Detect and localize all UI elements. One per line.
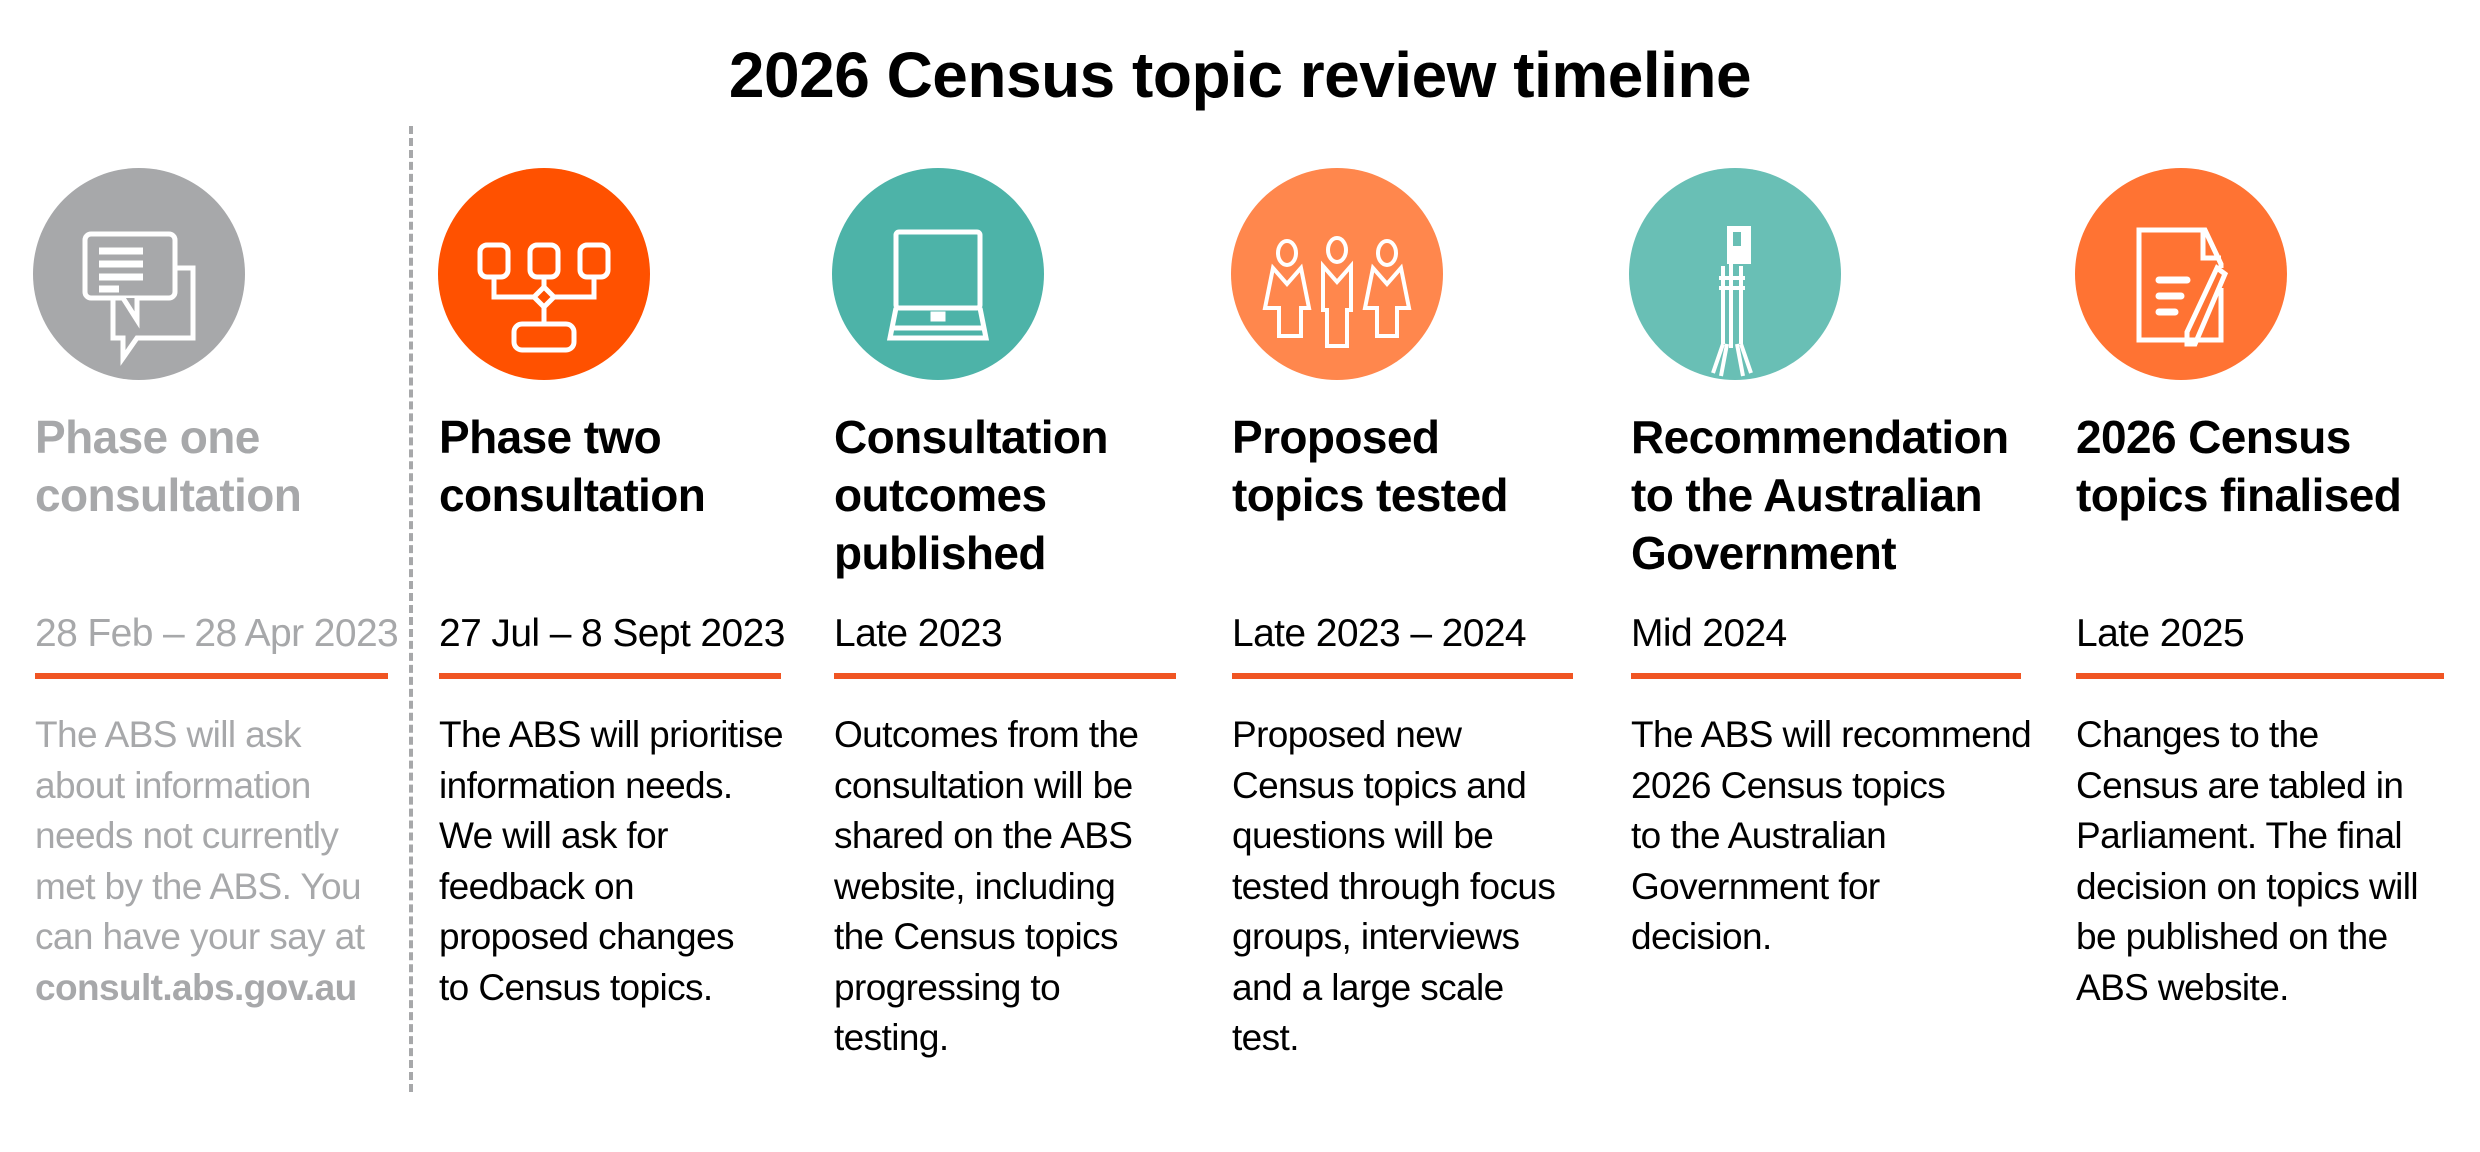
orange-rule: [1631, 673, 2021, 679]
phase-description: Changes to the Census are tabled in Parl…: [2076, 710, 2419, 1013]
flowchart-icon: [438, 168, 650, 380]
body-line: decision.: [1631, 916, 1772, 957]
phase-description: Outcomes from the consultation will be s…: [834, 710, 1139, 1064]
phase-description: The ABS will prioritise information need…: [439, 710, 784, 1013]
body-line: questions will be: [1232, 815, 1494, 856]
phase-heading: Phase two consultation: [439, 408, 706, 524]
phase-heading: Consultation outcomes published: [834, 408, 1108, 582]
body-line: needs not currently: [35, 815, 339, 856]
body-line: The ABS will ask: [35, 714, 302, 755]
body-line: Census are tabled in: [2076, 764, 2404, 806]
body-line: shared on the ABS: [834, 815, 1133, 856]
orange-rule: [439, 673, 781, 679]
body-line: met by the ABS. You: [35, 865, 362, 907]
body-line: tested through focus: [1232, 865, 1556, 907]
phase-heading: Phase one consultation: [35, 408, 302, 524]
body-line: to Census topics.: [439, 966, 713, 1008]
heading-line: 2026 Census: [2076, 411, 2351, 463]
body-line: test.: [1232, 1017, 1300, 1058]
orange-rule: [834, 673, 1176, 679]
phase-heading: Proposed topics tested: [1232, 408, 1509, 524]
body-line: can have your say at: [35, 916, 365, 957]
body-line: We will ask for: [439, 815, 668, 856]
heading-line: published: [834, 527, 1046, 579]
document-pencil-icon: [2075, 168, 2287, 380]
body-line: 2026 Census topics: [1631, 764, 1946, 806]
orange-rule: [1232, 673, 1573, 679]
phase-date: 28 Feb – 28 Apr 2023: [35, 612, 399, 655]
heading-line: to the Australian: [1631, 469, 1983, 521]
heading-line: consultation: [35, 469, 302, 521]
heading-line: outcomes: [834, 469, 1047, 521]
body-line: the Census topics: [834, 916, 1119, 957]
phase-date: Late 2023: [834, 612, 1003, 655]
body-line: progressing to: [834, 966, 1061, 1008]
orange-rule: [2076, 673, 2444, 679]
heading-line: Recommendation: [1631, 411, 2009, 463]
body-line: ABS website.: [2076, 966, 2289, 1008]
phase-date: Late 2025: [2076, 612, 2245, 655]
body-line: testing.: [834, 1017, 949, 1058]
body-line: Proposed new: [1232, 714, 1462, 755]
phase-description: Proposed new Census topics and questions…: [1232, 710, 1556, 1064]
phase-date: Mid 2024: [1631, 612, 1787, 655]
phase-divider: [409, 126, 413, 1092]
body-line: proposed changes: [439, 916, 734, 957]
orange-rule: [35, 673, 388, 679]
body-line: Parliament. The final: [2076, 815, 2403, 856]
phase-heading: 2026 Census topics finalised: [2076, 408, 2402, 524]
heading-line: topics finalised: [2076, 469, 2402, 521]
chat-bubbles-icon: [33, 168, 245, 380]
heading-line: Consultation: [834, 411, 1108, 463]
laptop-icon: [832, 168, 1044, 380]
phase-date: Late 2023 – 2024: [1232, 612, 1527, 655]
phase-heading: Recommendation to the Australian Governm…: [1631, 408, 2009, 582]
body-line: Government for: [1631, 865, 1880, 907]
phase-description: The ABS will ask about information needs…: [35, 710, 365, 1013]
body-line: website, including: [834, 865, 1116, 907]
people-group-icon: [1231, 168, 1443, 380]
heading-line: Phase two: [439, 411, 662, 463]
page-title: 2026 Census topic review timeline: [728, 39, 1752, 111]
phase-description: The ABS will recommend 2026 Census topic…: [1631, 710, 2032, 963]
body-line: decision on topics will: [2076, 865, 2419, 907]
heading-line: topics tested: [1232, 469, 1509, 521]
body-line: about information: [35, 764, 311, 806]
body-line: groups, interviews: [1232, 916, 1520, 957]
body-line: and a large scale: [1232, 966, 1504, 1008]
body-line: feedback on: [439, 865, 635, 907]
phase-date: 27 Jul – 8 Sept 2023: [439, 612, 785, 655]
body-line: Census topics and: [1232, 764, 1527, 806]
body-line: Outcomes from the: [834, 714, 1139, 755]
body-line: to the Australian: [1631, 815, 1887, 856]
body-line: The ABS will recommend: [1631, 714, 2032, 755]
body-line: The ABS will prioritise: [439, 714, 784, 755]
body-line: consultation will be: [834, 764, 1133, 806]
body-line: Changes to the: [2076, 714, 2319, 755]
body-line: information needs.: [439, 764, 733, 806]
consult-link[interactable]: consult.abs.gov.au: [35, 966, 357, 1008]
heading-line: Proposed: [1232, 411, 1440, 463]
heading-line: consultation: [439, 469, 706, 521]
heading-line: Government: [1631, 527, 1897, 579]
flagpole-icon: [1629, 168, 1841, 380]
body-line: be published on the: [2076, 916, 2388, 957]
heading-line: Phase one: [35, 411, 260, 463]
